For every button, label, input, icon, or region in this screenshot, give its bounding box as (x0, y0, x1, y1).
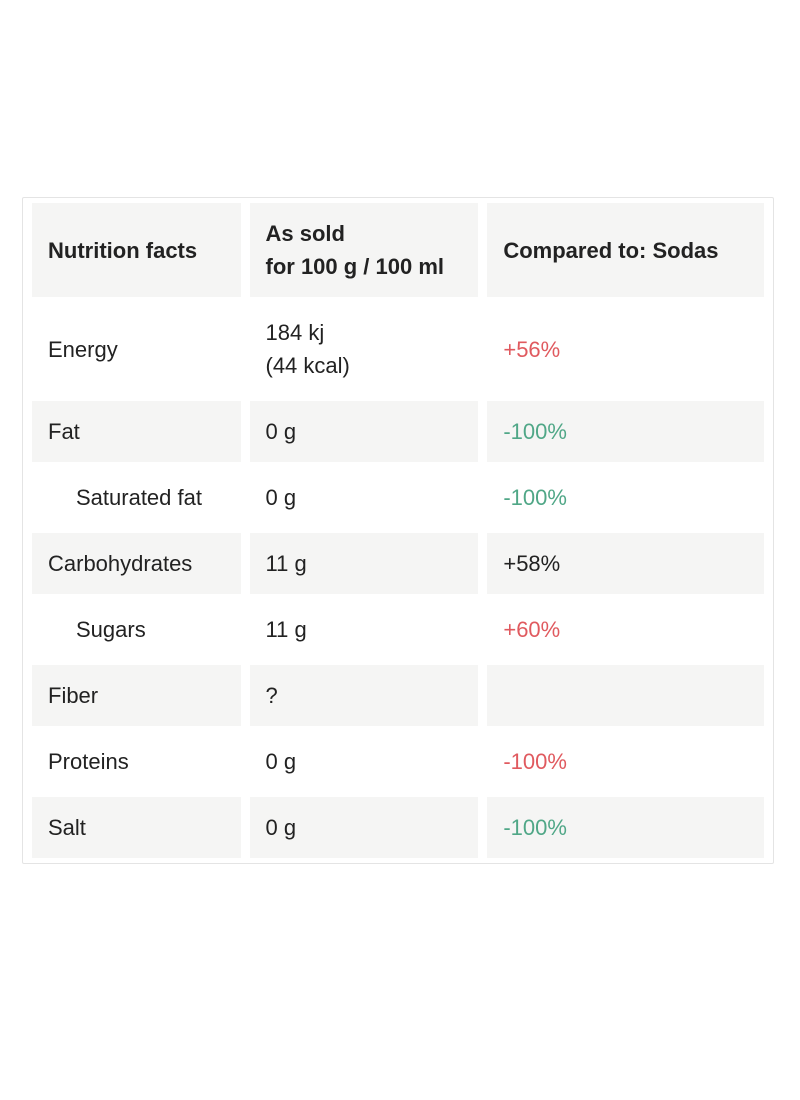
table-row: Carbohydrates 11 g +58% (32, 533, 764, 594)
nutrient-comparison: -100% (487, 467, 764, 528)
nutrient-name: Saturated fat (32, 467, 241, 528)
nutrient-comparison: +60% (487, 599, 764, 660)
nutrient-name: Energy (32, 302, 241, 396)
nutrition-facts-table: Nutrition facts As sold for 100 g / 100 … (23, 198, 773, 863)
nutrient-value: 0 g (249, 797, 479, 858)
header-as-sold: As sold for 100 g / 100 ml (249, 203, 479, 297)
header-compared-to-sodas: Compared to: Sodas (487, 203, 764, 297)
nutrient-name: Sugars (32, 599, 241, 660)
nutrient-value: 0 g (249, 467, 479, 528)
nutrient-value: 11 g (249, 599, 479, 660)
nutrient-comparison (487, 665, 764, 726)
table-row: Fiber ? (32, 665, 764, 726)
nutrient-name: Fat (32, 401, 241, 462)
nutrient-comparison: +58% (487, 533, 764, 594)
nutrient-value: 184 kj (44 kcal) (249, 302, 479, 396)
nutrient-comparison: +56% (487, 302, 764, 396)
nutrient-value: 0 g (249, 731, 479, 792)
nutrient-name: Salt (32, 797, 241, 858)
table-row: Sugars 11 g +60% (32, 599, 764, 660)
table-row: Salt 0 g -100% (32, 797, 764, 858)
nutrient-comparison: -100% (487, 797, 764, 858)
nutrient-name: Fiber (32, 665, 241, 726)
nutrient-comparison: -100% (487, 401, 764, 462)
nutrient-name: Carbohydrates (32, 533, 241, 594)
table-row: Fat 0 g -100% (32, 401, 764, 462)
nutrition-facts-panel: Nutrition facts As sold for 100 g / 100 … (22, 197, 774, 864)
nutrient-name: Proteins (32, 731, 241, 792)
table-header-row: Nutrition facts As sold for 100 g / 100 … (32, 203, 764, 297)
nutrient-value: 11 g (249, 533, 479, 594)
table-row: Energy 184 kj (44 kcal) +56% (32, 302, 764, 396)
nutrient-value: 0 g (249, 401, 479, 462)
nutrient-value: ? (249, 665, 479, 726)
header-nutrition-facts: Nutrition facts (32, 203, 241, 297)
table-row: Proteins 0 g -100% (32, 731, 764, 792)
nutrient-comparison: -100% (487, 731, 764, 792)
table-row: Saturated fat 0 g -100% (32, 467, 764, 528)
table-body: Energy 184 kj (44 kcal) +56% Fat 0 g -10… (32, 302, 764, 858)
